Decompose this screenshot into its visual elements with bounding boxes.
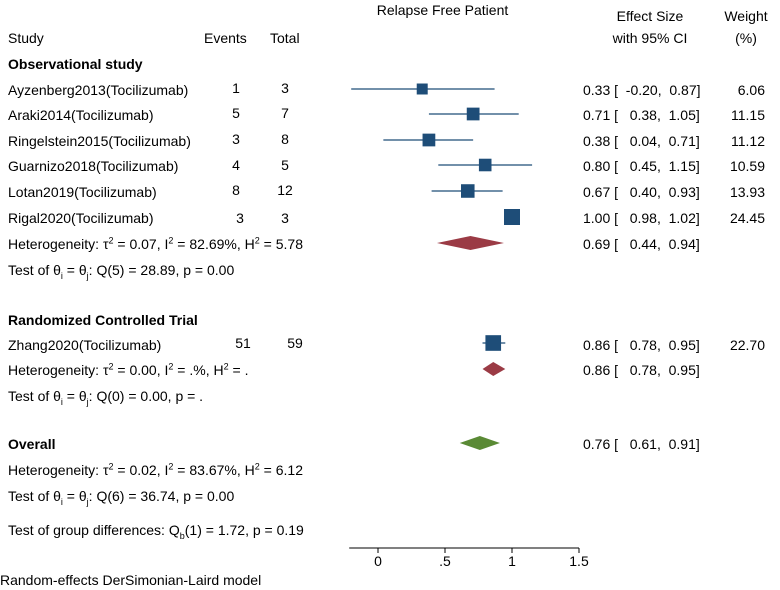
study-total: 3: [281, 80, 289, 96]
header-weight: Weight: [724, 8, 768, 24]
study-ci: 0.80 [ 0.45, 1.15]: [583, 158, 700, 174]
study-total: 8: [281, 131, 289, 147]
study-ci: 0.86 [ 0.78, 0.95]: [583, 337, 700, 353]
header-effect-size: Effect Size: [616, 8, 684, 24]
study-events: 1: [232, 80, 240, 96]
header-total: Total: [270, 30, 300, 46]
study-weight: 24.45: [729, 210, 765, 226]
study-effect-square: [504, 209, 520, 225]
study-total: 7: [281, 105, 289, 121]
x-axis-tick-label: 1: [508, 553, 516, 569]
study-weight: 11.12: [731, 133, 765, 149]
study-weight: 22.70: [729, 337, 765, 353]
group-title-overall: Overall: [8, 436, 56, 452]
pooled-ci-overall: 0.76 [ 0.61, 0.91]: [583, 436, 700, 452]
study-weight: 10.59: [729, 158, 765, 174]
study-effect-square: [422, 133, 436, 147]
test-overall: Test of θi = θj: Q(6) = 36.74, p = 0.00: [8, 488, 235, 507]
study-events: 8: [232, 182, 240, 198]
x-axis-tick-label: 0: [374, 553, 382, 569]
header-study: Study: [8, 30, 44, 46]
study-effect-square: [485, 335, 502, 351]
study-total: 59: [287, 335, 303, 351]
study-total: 12: [277, 182, 293, 198]
study-name: Rigal2020(Tocilizumab): [8, 210, 154, 226]
test-rct: Test of θi = θj: Q(0) = 0.00, p = .: [8, 388, 204, 407]
study-ci: 1.00 [ 0.98, 1.02]: [583, 210, 700, 226]
study-weight: 11.15: [731, 107, 765, 123]
x-axis-tick-label: 1.5: [569, 553, 589, 569]
pooled-ci-rct: 0.86 [ 0.78, 0.95]: [583, 362, 700, 378]
study-events: 3: [236, 210, 244, 226]
study-ci: 0.67 [ 0.40, 0.93]: [583, 184, 700, 200]
study-effect-square: [416, 83, 428, 95]
header-weight-unit: (%): [735, 30, 757, 46]
heterogeneity-rct: Heterogeneity: τ2 = 0.00, I2 = .%, H2 = …: [8, 361, 249, 378]
study-total: 5: [281, 157, 289, 173]
study-name: Guarnizo2018(Tocilizumab): [8, 158, 179, 174]
study-events: 4: [232, 157, 240, 173]
study-name: Zhang2020(Tocilizumab): [8, 337, 162, 353]
study-ci: 0.38 [ 0.04, 0.71]: [583, 133, 700, 149]
study-total: 3: [281, 210, 289, 226]
study-ci: 0.71 [ 0.38, 1.05]: [583, 107, 700, 123]
study-events: 5: [232, 105, 240, 121]
group-title-observational: Observational study: [8, 56, 143, 72]
study-effect-square: [461, 184, 475, 198]
heterogeneity-observational: Heterogeneity: τ2 = 0.07, I2 = 82.69%, H…: [8, 235, 303, 252]
study-events: 3: [232, 131, 240, 147]
study-name: Araki2014(Tocilizumab): [8, 107, 154, 123]
heterogeneity-overall: Heterogeneity: τ2 = 0.02, I2 = 83.67%, H…: [8, 461, 303, 478]
x-axis-tick-label: .5: [439, 553, 451, 569]
study-name: Lotan2019(Tocilizumab): [8, 184, 157, 200]
study-effect-square: [466, 107, 480, 121]
study-ci: 0.33 [ -0.20, 0.87]: [583, 82, 701, 98]
header-ci: with 95% CI: [612, 30, 688, 46]
study-effect-square: [478, 158, 492, 172]
header-events: Events: [204, 30, 247, 46]
study-events: 51: [235, 335, 251, 351]
group-title-rct: Randomized Controlled Trial: [8, 312, 198, 328]
model-footnote: Random-effects DerSimonian-Laird model: [0, 572, 262, 588]
study-weight: 13.93: [729, 184, 765, 200]
pooled-diamond: [459, 436, 500, 450]
study-weight: 6.06: [737, 82, 765, 98]
pooled-ci-observational: 0.69 [ 0.44, 0.94]: [583, 236, 700, 252]
study-name: Ringelstein2015(Tocilizumab): [8, 133, 191, 149]
study-name: Ayzenberg2013(Tocilizumab): [8, 82, 189, 98]
pooled-diamond: [482, 362, 506, 376]
group-differences-test: Test of group differences: Qb(1) = 1.72,…: [8, 522, 304, 541]
test-observational: Test of θi = θj: Q(5) = 28.89, p = 0.00: [8, 262, 235, 281]
plot-title: Relapse Free Patient: [376, 2, 509, 18]
pooled-diamond: [436, 236, 504, 250]
